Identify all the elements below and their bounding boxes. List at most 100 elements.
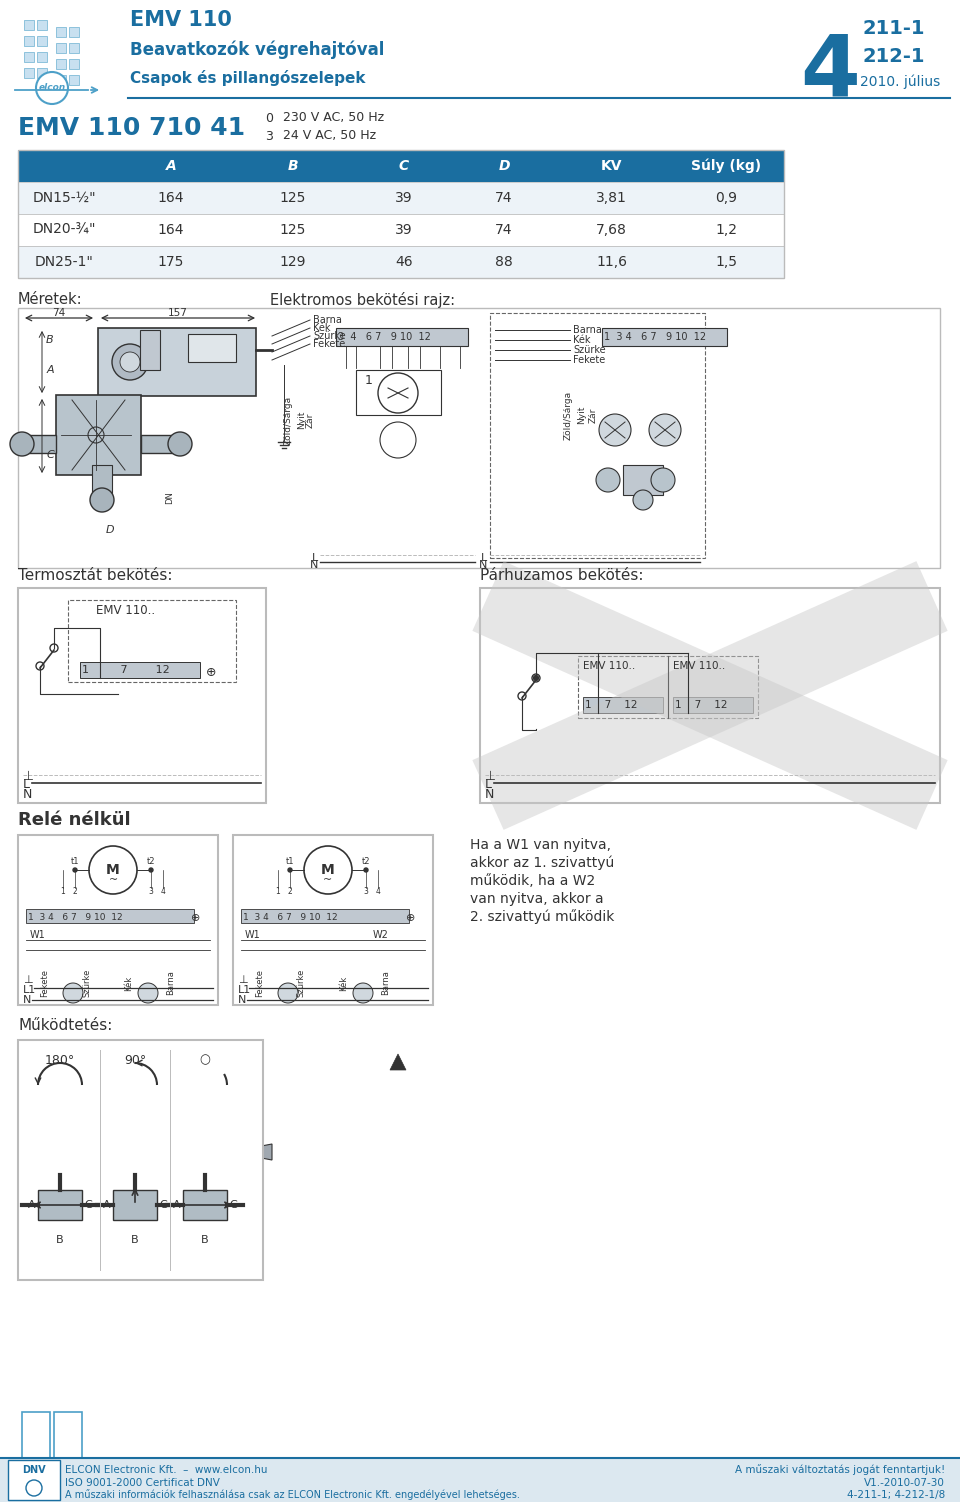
Text: akkor az 1. szivattyú: akkor az 1. szivattyú [470,856,614,870]
Text: 125: 125 [279,191,306,204]
Circle shape [168,433,192,457]
Text: ⊥: ⊥ [485,769,496,783]
Text: N: N [23,789,33,802]
Polygon shape [256,1145,272,1160]
Text: EMV 110: EMV 110 [130,11,232,30]
Text: 90°: 90° [124,1053,146,1066]
Text: A: A [166,159,177,173]
Bar [18,150,784,278]
Text: Zöld/Sárga: Zöld/Sárga [564,391,572,440]
Bar [583,697,663,713]
Text: B: B [57,1235,63,1245]
Polygon shape [390,1054,406,1069]
Text: DNV: DNV [22,1464,46,1475]
Text: 1: 1 [60,888,65,897]
Text: A: A [29,1200,36,1211]
Text: 46: 46 [396,255,413,269]
Text: Elektromos bekötési rajz:: Elektromos bekötési rajz: [270,291,455,308]
Text: Párhuzamos bekötés:: Párhuzamos bekötés: [480,568,643,583]
Text: 39: 39 [396,191,413,204]
Bar [56,59,66,69]
Text: L: L [312,553,318,563]
Bar [336,327,468,345]
Text: 3: 3 [149,888,154,897]
Text: 4: 4 [800,30,860,114]
Text: C: C [159,1200,167,1211]
Text: 129: 129 [279,255,306,269]
Bar [140,330,160,369]
Text: 1: 1 [365,374,372,386]
Text: ⊕: ⊕ [191,913,201,924]
Bar [18,213,784,246]
Text: Barna: Barna [166,970,175,996]
Text: ELCON Electronic Kft.  –  www.elcon.hu: ELCON Electronic Kft. – www.elcon.hu [65,1464,268,1475]
Text: t1: t1 [286,858,295,867]
Bar [141,436,181,454]
Text: C: C [46,451,54,460]
Text: ⊕: ⊕ [206,665,217,679]
Text: 1  3 4   6 7   9 10  12: 1 3 4 6 7 9 10 12 [604,332,707,342]
Bar [490,312,705,559]
Bar [38,1190,82,1220]
Bar [188,333,236,362]
Bar [69,27,79,38]
Circle shape [278,982,298,1003]
Circle shape [149,868,153,873]
Text: Fekete: Fekete [40,969,49,997]
Text: elcon: elcon [38,84,65,93]
Text: 180°: 180° [45,1053,75,1066]
Text: C: C [84,1200,92,1211]
Text: 164: 164 [157,222,184,237]
Text: Fekete: Fekete [255,969,264,997]
Bar [37,53,47,62]
Text: ⊕: ⊕ [406,913,416,924]
Text: DN: DN [165,491,174,505]
Text: 74: 74 [53,308,65,318]
Text: 2: 2 [73,888,78,897]
Text: Fekete: Fekete [313,339,346,348]
Text: N: N [23,994,32,1005]
Text: 7,68: 7,68 [596,222,627,237]
Bar [183,1190,227,1220]
Bar [68,599,236,682]
Text: 39: 39 [396,222,413,237]
Text: Barna: Barna [313,315,342,324]
Text: 175: 175 [157,255,184,269]
Bar [18,587,266,804]
Circle shape [599,415,631,446]
Circle shape [112,344,148,380]
Text: 1         7        12: 1 7 12 [82,665,170,674]
Circle shape [633,490,653,511]
Text: L1: L1 [23,985,36,994]
Text: Szürke: Szürke [573,345,606,354]
Text: Szürke: Szürke [82,969,91,997]
Text: 88: 88 [495,255,513,269]
Circle shape [90,488,114,512]
Text: Méretek:: Méretek: [18,293,83,308]
Text: Működtetés:: Működtetés: [18,1017,112,1032]
Text: 2. szivattyú működik: 2. szivattyú működik [470,910,614,924]
Text: van nyitva, akkor a: van nyitva, akkor a [470,892,604,906]
Text: Nyit: Nyit [298,412,306,430]
Text: D: D [106,526,114,535]
Text: 24 V AC, 50 Hz: 24 V AC, 50 Hz [283,129,376,143]
Text: 1,5: 1,5 [715,255,737,269]
Bar [602,327,727,345]
Text: L: L [485,778,492,792]
Bar [8,1460,60,1500]
Bar [69,75,79,86]
Text: t2: t2 [362,858,371,867]
Circle shape [353,982,373,1003]
Bar [24,20,34,30]
Text: Ha a W1 van nyitva,: Ha a W1 van nyitva, [470,838,611,852]
Text: DN25-1": DN25-1" [35,255,93,269]
Text: DN20-¾": DN20-¾" [33,222,96,237]
Bar [56,395,141,475]
Text: 230 V AC, 50 Hz: 230 V AC, 50 Hz [283,111,384,125]
Bar [37,36,47,47]
Bar [18,246,784,278]
Text: 125: 125 [279,222,306,237]
Text: ~: ~ [324,876,332,885]
Text: C: C [229,1200,237,1211]
Text: Relé nélkül: Relé nélkül [18,811,131,829]
